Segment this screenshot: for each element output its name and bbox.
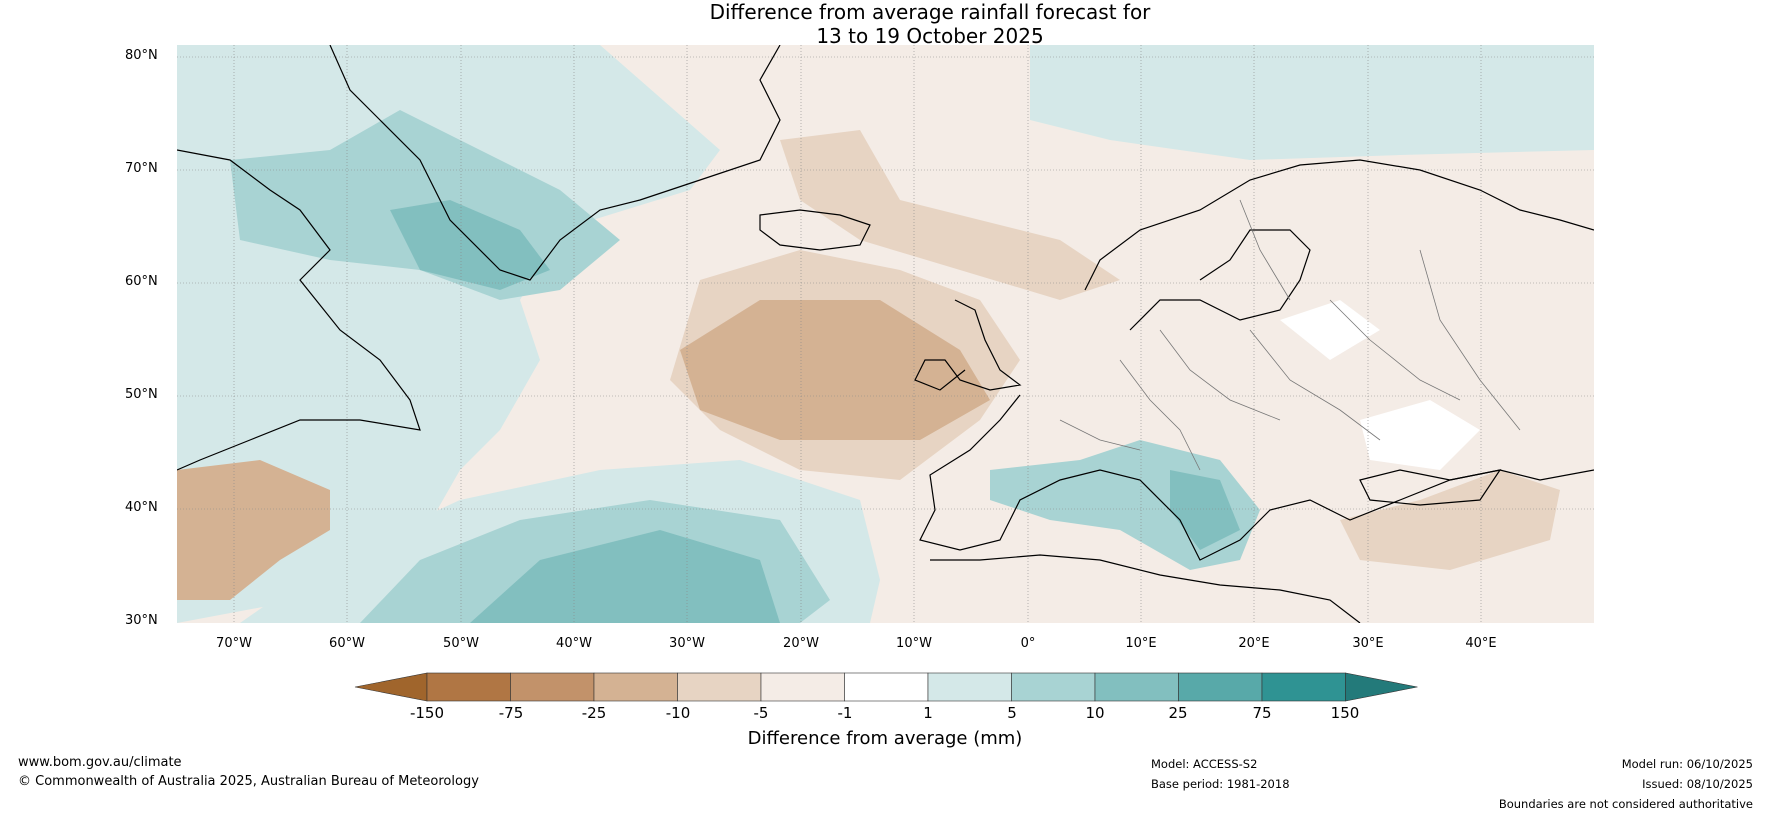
- footer-copyright: © Commonwealth of Australia 2025, Austra…: [18, 774, 479, 789]
- colorbar-tick-label: -10: [665, 704, 691, 722]
- dry-region-north: [780, 130, 1120, 300]
- dry-region-turkey: [1340, 470, 1560, 570]
- lat-label-70n: 70°N: [125, 161, 158, 176]
- anomaly-fields: [177, 45, 1594, 623]
- colorbar-extend-low: [354, 672, 428, 702]
- coast-canada: [177, 149, 421, 471]
- colorbar-tick-label: -25: [581, 704, 607, 722]
- colorbar-extend-high: [1345, 672, 1418, 702]
- footer-base-period: Base period: 1981-2018: [1151, 777, 1290, 791]
- colorbar-tick-label: 10: [1085, 704, 1105, 722]
- lon-label-40e: 40°E: [1465, 636, 1497, 651]
- colorbar-segment: [927, 672, 1012, 702]
- footer-boundaries: Boundaries are not considered authoritat…: [1498, 797, 1753, 811]
- lon-label-20w: 20°W: [783, 636, 819, 651]
- coast-europe: [919, 394, 1594, 561]
- country-borders: [1059, 199, 1521, 471]
- lon-label-50w: 50°W: [443, 636, 479, 651]
- colorbar-segment: [1178, 672, 1263, 702]
- lat-label-40n: 40°N: [125, 500, 158, 515]
- coastlines: [177, 45, 1594, 623]
- colorbar-segment: [1261, 672, 1346, 702]
- colorbar-segment: [510, 672, 595, 702]
- wet-region-mediterranean-core: [1170, 470, 1240, 550]
- footer-model-run: Model run: 06/10/2025: [1621, 757, 1753, 771]
- lon-label-60w: 60°W: [329, 636, 365, 651]
- colorbar-segment: [844, 672, 929, 702]
- footer-model: Model: ACCESS-S2: [1151, 757, 1258, 771]
- lat-label-80n: 80°N: [125, 48, 158, 63]
- colorbar-segment: [1011, 672, 1096, 702]
- coast-greenland: [329, 45, 781, 281]
- dry-region-us-east: [177, 460, 330, 600]
- colorbar-tick-label: 1: [923, 704, 933, 722]
- coast-black-sea: [1359, 469, 1502, 506]
- colorbar-segment: [677, 672, 762, 702]
- wet-region-arctic: [1030, 45, 1594, 160]
- colorbar-tick-label: 150: [1330, 704, 1360, 722]
- neutral-region-1: [1360, 400, 1480, 470]
- footer-issued: Issued: 08/10/2025: [1642, 777, 1753, 791]
- colorbar-tick-label: -5: [753, 704, 769, 722]
- lon-label-20e: 20°E: [1238, 636, 1270, 651]
- wet-region-greenland-core: [390, 200, 550, 290]
- coast-africa: [930, 554, 1361, 623]
- lon-label-10w: 10°W: [896, 636, 932, 651]
- lon-label-40w: 40°W: [556, 636, 592, 651]
- colorbar-tick-label: -150: [409, 704, 445, 722]
- lon-label-30e: 30°E: [1352, 636, 1384, 651]
- colorbar-tick-label: -1: [837, 704, 853, 722]
- colorbar: [354, 672, 1418, 702]
- lon-label-70w: 70°W: [216, 636, 252, 651]
- colorbar-segment: [760, 672, 845, 702]
- colorbar-segment: [426, 672, 511, 702]
- title-line-2: 13 to 19 October 2025: [816, 24, 1044, 48]
- lon-label-0: 0°: [1020, 636, 1036, 651]
- coast-british-isles: [914, 299, 1022, 391]
- colorbar-title: Difference from average (mm): [747, 728, 1023, 749]
- coast-scandinavia: [1084, 159, 1594, 291]
- colorbar-segment: [1094, 672, 1179, 702]
- colorbar-tick-label: 25: [1168, 704, 1188, 722]
- colorbar-tick-label: 5: [1007, 704, 1017, 722]
- lon-label-10e: 10°E: [1125, 636, 1157, 651]
- lat-label-50n: 50°N: [125, 387, 158, 402]
- colorbar-segment: [593, 672, 678, 702]
- dry-region-atlantic-core: [680, 300, 990, 440]
- graticule: [177, 45, 1594, 623]
- neutral-region-2: [1280, 300, 1380, 360]
- coast-iceland: [759, 209, 871, 251]
- title-line-1: Difference from average rainfall forecas…: [709, 0, 1151, 24]
- colorbar-tick-label: -75: [498, 704, 524, 722]
- lon-label-30w: 30°W: [669, 636, 705, 651]
- coast-baltic: [1129, 229, 1311, 331]
- colorbar-tick-label: 75: [1252, 704, 1272, 722]
- wet-region-subtropical-inner: [470, 530, 780, 623]
- map-title: Difference from average rainfall forecas…: [0, 0, 1770, 48]
- lat-label-30n: 30°N: [125, 613, 158, 628]
- footer-website[interactable]: www.bom.gov.au/climate: [18, 755, 182, 770]
- lat-label-60n: 60°N: [125, 274, 158, 289]
